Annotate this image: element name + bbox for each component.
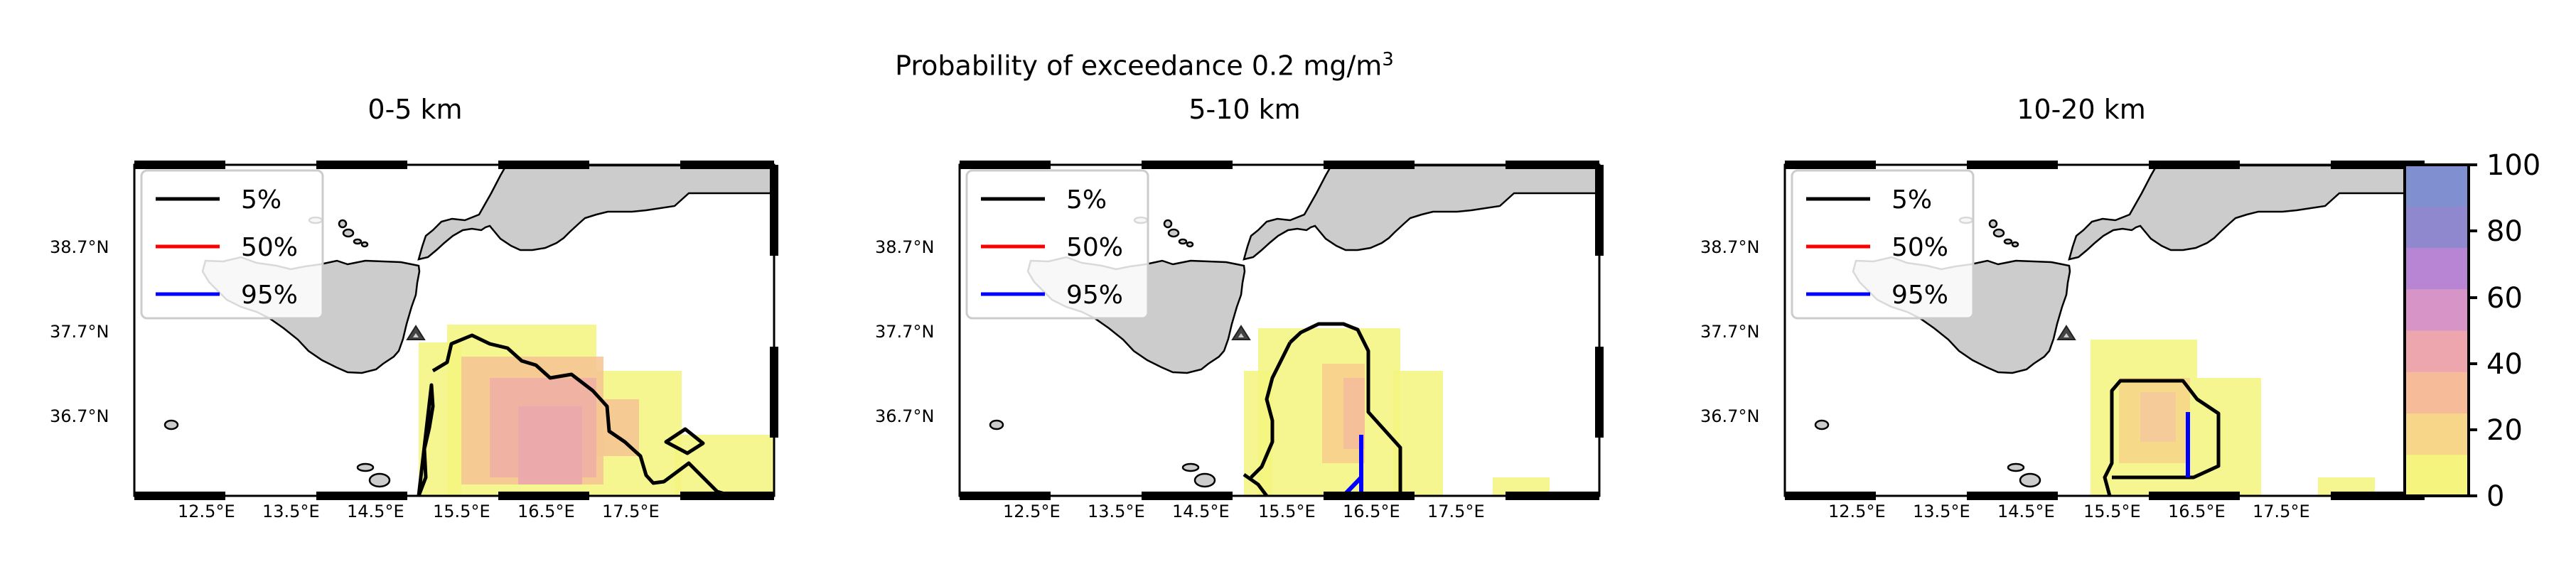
lon-tick: 15.5°E [2083,502,2141,521]
lon-tick: 15.5°E [1258,502,1316,521]
lon-tick: 14.5°E [1172,502,1230,521]
probability-grid [1244,328,1550,496]
colorbar-tick-80: 80 [2486,215,2523,248]
lon-tick: 13.5°E [1913,502,1970,521]
legend-label-95: 95% [1066,281,1123,310]
legend-box: 5% 50% 95% [140,169,324,320]
legend-label-50: 50% [241,233,298,262]
figure-title-text: Probability of exceedance 0.2 mg/m [895,50,1383,82]
lat-tick: 38.7°N [50,237,109,257]
colorbar-swatch [2405,454,2469,497]
legend-label-5: 5% [1891,185,1932,215]
map-panel-1: 5% 50% 95% [133,159,780,502]
colorbar-swatch [2405,330,2469,372]
map-panel-3: 5% 50% 95% [1783,159,2430,502]
legend-label-50: 50% [1066,233,1123,262]
lat-tick: 37.7°N [50,322,109,342]
figure-title: Probability of exceedance 0.2 mg/m3 [753,43,1535,83]
colorbar-swatches [2405,165,2469,497]
lat-tick: 36.7°N [50,406,109,426]
colorbar-swatch [2405,372,2469,413]
colorbar-tick-100: 100 [2486,149,2540,182]
lon-tick: 17.5°E [2253,502,2310,521]
lon-tick: 13.5°E [262,502,320,521]
lat-tick: 37.7°N [1700,322,1760,342]
lat-tick: 38.7°N [875,237,935,257]
colorbar: 0 20 40 60 80 100 [2403,149,2540,513]
legend-label-95: 95% [241,281,298,310]
lon-tick: 17.5°E [602,502,660,521]
lon-tick: 12.5°E [1828,502,1886,521]
panel-title-3: 10-20 km [2017,94,2146,125]
lat-tick: 37.7°N [875,322,935,342]
lon-tick: 14.5°E [347,502,404,521]
colorbar-swatch [2405,288,2469,331]
lon-tick: 16.5°E [2168,502,2226,521]
colorbar-swatch [2405,413,2469,455]
lon-tick: 16.5°E [1343,502,1400,521]
colorbar-tick-0: 0 [2486,480,2504,513]
legend-box: 5% 50% 95% [965,169,1149,320]
colorbar-swatch [2405,247,2469,290]
legend-label-5: 5% [241,185,281,215]
legend-box: 5% 50% 95% [1791,169,1975,320]
map-panel-2: 5% 50% 95% [958,159,1605,502]
lon-tick: 17.5°E [1427,502,1485,521]
probability-grid [2091,340,2375,496]
figure-title-superscript: 3 [1382,49,1394,70]
colorbar-tick-40: 40 [2486,348,2523,381]
lon-tick: 12.5°E [1003,502,1061,521]
probability-grid [419,325,774,496]
lon-tick: 14.5°E [1997,502,2055,521]
colorbar-tick-20: 20 [2486,414,2523,447]
contour-5-percent [1243,322,1402,496]
lon-tick: 12.5°E [178,502,235,521]
colorbar-swatch [2405,165,2469,207]
legend-label-5: 5% [1066,185,1107,215]
legend-label-95: 95% [1891,281,1948,310]
lat-tick: 36.7°N [1700,406,1760,426]
panel-title-1: 0-5 km [367,94,463,125]
colorbar-swatch [2405,206,2469,248]
panel-title-2: 5-10 km [1188,94,1301,125]
contour-5-percent [2103,379,2221,496]
lon-tick: 15.5°E [433,502,490,521]
legend-label-50: 50% [1891,233,1948,262]
colorbar-tick-60: 60 [2486,282,2523,315]
lon-tick: 16.5°E [517,502,575,521]
contour-5-percent [417,333,732,496]
lat-tick: 38.7°N [1700,237,1760,257]
lon-tick: 13.5°E [1088,502,1145,521]
lat-tick: 36.7°N [875,406,935,426]
